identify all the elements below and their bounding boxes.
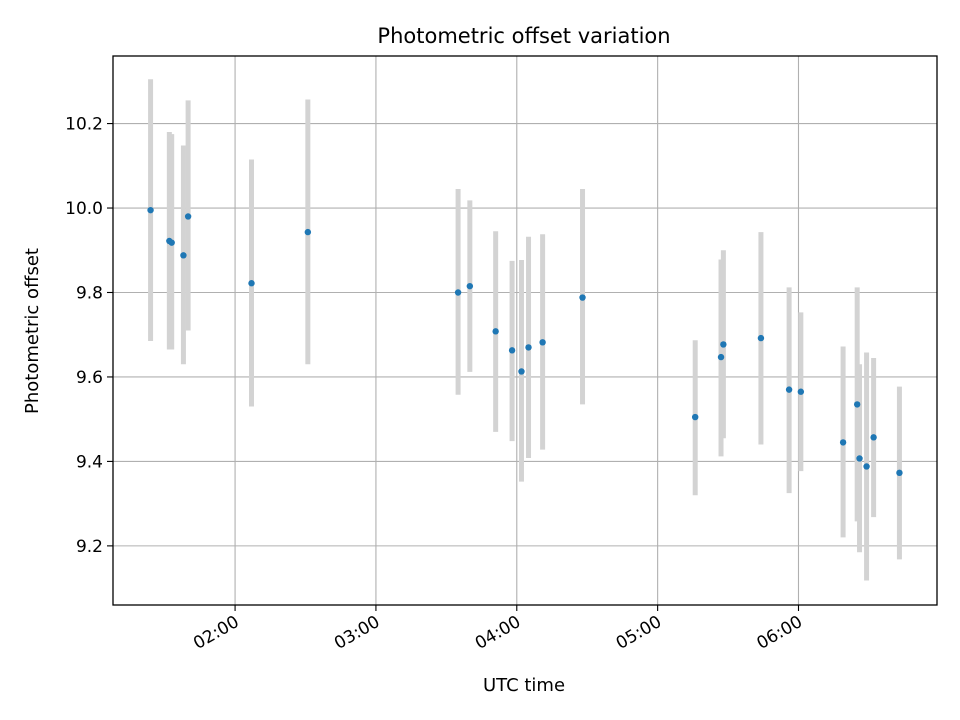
data-point: [180, 252, 187, 259]
y-tick-label: 9.4: [76, 452, 103, 472]
chart-title: Photometric offset variation: [377, 24, 670, 48]
data-point: [853, 401, 861, 408]
y-axis-label: Photometric offset: [22, 248, 43, 414]
data-point: [863, 463, 870, 470]
data-point: [466, 282, 474, 290]
data-point: [691, 413, 699, 421]
plot-frame: [112, 55, 938, 606]
data-points: [147, 206, 903, 477]
data-point: [785, 386, 793, 393]
data-point: [168, 239, 175, 246]
data-point: [248, 280, 255, 287]
data-point: [525, 344, 532, 351]
data-point: [147, 206, 154, 214]
data-point: [797, 388, 805, 395]
data-point: [856, 455, 863, 462]
y-tick-label: 10.0: [65, 199, 103, 219]
data-point: [896, 469, 903, 477]
data-point: [304, 228, 312, 236]
data-point: [870, 434, 877, 441]
data-point: [839, 439, 847, 446]
data-point: [717, 353, 725, 361]
y-tick-label: 9.2: [76, 537, 103, 557]
data-point: [579, 294, 586, 301]
data-point: [508, 347, 516, 354]
x-axis-label: UTC time: [483, 675, 565, 696]
y-tick-label: 10.2: [65, 115, 103, 135]
y-tick-label: 9.6: [76, 368, 103, 388]
data-point: [492, 328, 499, 335]
data-point: [757, 334, 765, 342]
data-point: [518, 368, 525, 375]
y-tick-label: 9.8: [76, 283, 103, 303]
data-point: [454, 289, 462, 296]
data-point: [184, 213, 192, 220]
data-point: [720, 341, 727, 348]
data-point: [539, 339, 546, 346]
